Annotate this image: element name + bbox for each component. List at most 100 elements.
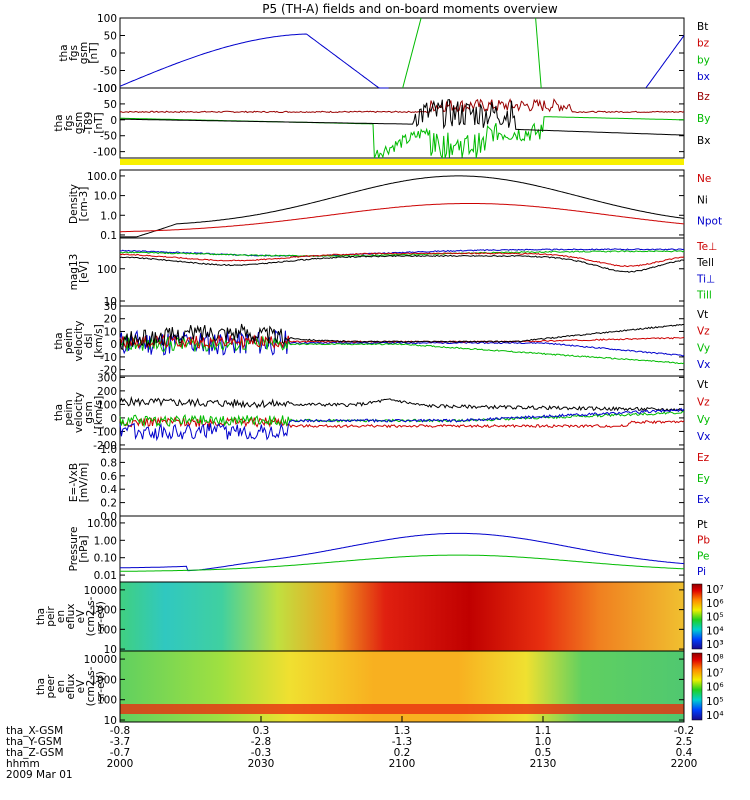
panel-5-ytick-label: 10 [104, 326, 117, 338]
panel-8-ytick-label: 0.10 [94, 553, 117, 565]
page-title: P5 (TH-A) fields and on-board moments ov… [262, 2, 558, 16]
panel-1-ylabel-line: fgs [68, 45, 80, 61]
panel-8-ytick-label: 1.00 [94, 535, 117, 547]
panel-1-legend-0: Bt [697, 21, 708, 33]
panel-5-legend-2: Vy [697, 342, 710, 354]
panel-6-vt-trace [119, 395, 685, 412]
panel-8-ytick-label: 10.00 [87, 518, 117, 530]
time-axis-tick-label: 2100 [389, 758, 416, 770]
panel-10-ytick-label: 100 [97, 695, 117, 707]
panel-10-ylabel-line: eflux [65, 674, 77, 700]
panel-6-legend-0: Vt [697, 379, 708, 391]
panel-3-ne-trace [120, 203, 685, 233]
panel-5-ytick-label: -20 [100, 365, 117, 377]
time-axis-tick-label: 2130 [530, 758, 557, 770]
panel-9-ylabel-line: peir [45, 606, 57, 627]
panel-9-colorbar [691, 583, 703, 650]
time-axis-coord-value: -0.8 [110, 725, 131, 737]
panel-10-ylabel-line: peer [45, 674, 57, 699]
plot-date: 2009 Mar 01 [6, 769, 73, 781]
panel-9-ylabel-line: sr-eV) [95, 601, 107, 632]
panel-5-ylabel-line: peim [63, 328, 75, 354]
panel-10-ylabel-line: en [55, 680, 67, 693]
time-axis-tick-label: 2200 [671, 758, 698, 770]
time-axis-coord-value: 0.2 [394, 747, 411, 759]
panel-4-frame [119, 237, 685, 307]
panel-3-legend-0: Ne [697, 173, 711, 185]
panel-8-pi-trace [120, 532, 685, 572]
panel-8-ylabel-line: [nPa] [78, 535, 90, 562]
panel-2-by-trace [119, 116, 684, 160]
panel-6-ytick-label: -200 [93, 440, 117, 452]
panel-7-legend-0: Ez [697, 452, 710, 464]
panel-6-legend-2: Vy [697, 414, 710, 426]
panel-6-ytick-label: 300 [97, 372, 117, 384]
panel-8-legend-2: Pe [697, 550, 709, 562]
panel-10-ytick-label: 10 [104, 715, 117, 727]
panel-8-ytick-label: 0.01 [94, 570, 117, 582]
panel-6-ylabel-line: gsm [83, 401, 95, 423]
time-axis-tick-label: 2000 [107, 758, 134, 770]
panel-7-ytick-label: 0.0 [100, 511, 117, 523]
panel-1-by-trace [402, 17, 422, 89]
panel-5-ytick-label: -10 [100, 352, 117, 364]
panel-4-legend-1: Tell [696, 257, 714, 269]
time-axis-coord-value: 1.3 [394, 725, 411, 737]
panel-9-ylabel-line: eV [75, 609, 87, 623]
panel-5-vt-trace [119, 323, 684, 350]
panel-10-colorbar [691, 652, 703, 721]
panel-10-low-energy-band [120, 704, 684, 714]
panel-6-ytick-label: 0 [110, 413, 117, 425]
panel-8-ylabel: Pressure[nPa] [68, 527, 90, 572]
panel-8-frame [119, 515, 685, 583]
panel-1-ytick-label: -100 [93, 83, 117, 95]
panel-10-ytick-label: 10000 [84, 654, 117, 666]
time-axis-tick-label: 2030 [248, 758, 275, 770]
panel-7-frame [119, 448, 685, 517]
time-axis-coord-value: -3.7 [110, 736, 131, 748]
panel-7-ytick-label: 0.6 [100, 471, 117, 483]
panel-2-ytick-label: 0 [110, 115, 117, 127]
panel-2-legend-2: Bx [697, 135, 710, 147]
panel-4-ylabel: mag13[eV] [68, 254, 90, 291]
time-axis-coord-value: 2.5 [676, 736, 693, 748]
panel-3-ytick-label: 1.0 [100, 210, 117, 222]
panel-3-ytick-label: 0.1 [100, 230, 117, 242]
panel-5-vy-trace [119, 334, 685, 365]
panel-4-ylabel-line: mag13 [68, 254, 80, 291]
panel-2-legend-1: By [697, 113, 710, 125]
panel-4-ytick-label: 10 [104, 296, 117, 308]
panel-7-ytick-label: 1.0 [100, 444, 117, 456]
panel-4-legend-2: Ti⊥ [696, 273, 715, 285]
panel-6-vx-trace [119, 407, 685, 442]
panel-4-tepar-trace [119, 254, 685, 273]
panel-7-legend-2: Ex [697, 494, 710, 506]
panel-2-ylabel-line: gsm [73, 112, 85, 134]
panel-5-legend-3: Vx [697, 359, 710, 371]
panel-10-colorbar-label: 10⁸ [706, 653, 724, 665]
panel-5-ytick-label: 30 [104, 301, 117, 313]
panel-1-ylabel-line: tha [58, 44, 70, 61]
panel-8-pe-trace [120, 554, 685, 572]
panel-6-vy-trace [119, 410, 685, 428]
panel-3-ni-trace [120, 175, 685, 238]
panel-9-colorbar-label: 10⁵ [706, 612, 724, 624]
panel-1-legend-3: bx [697, 71, 710, 83]
panel-9-ytick-label: 1000 [90, 605, 117, 617]
panel-9-ytick-label: 10000 [84, 585, 117, 597]
panel-10-ylabel-line: eV [75, 679, 87, 693]
panel-5-legend-1: Vz [697, 326, 710, 338]
panel-1-ylabel-line: [nT] [88, 42, 100, 63]
panel-8-legend-0: Pt [697, 519, 707, 531]
panel-8-legend-1: Pb [697, 535, 710, 547]
panel-3-legend-1: Ni [697, 194, 708, 206]
panel-6-ytick-label: 100 [97, 399, 117, 411]
panel-7-ylabel: E=-VxB[mV/m] [68, 463, 90, 502]
panel-10-colorbar-label: 10⁷ [706, 667, 724, 679]
panel-6-ylabel-line: velocity [73, 392, 85, 433]
